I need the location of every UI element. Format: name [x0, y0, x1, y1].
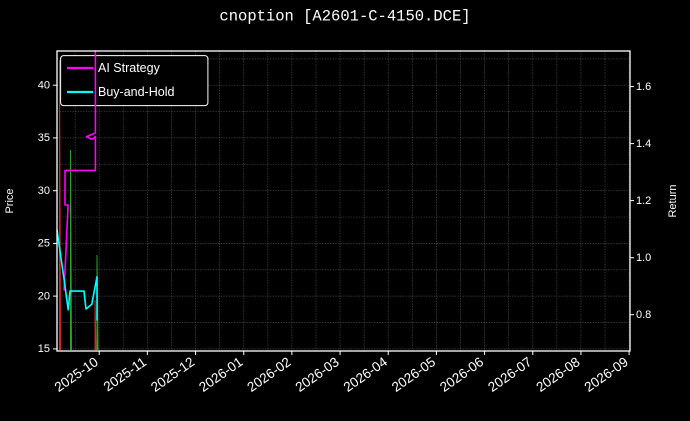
svg-text:35: 35 — [38, 132, 50, 144]
svg-text:cnoption [A2601-C-4150.DCE]: cnoption [A2601-C-4150.DCE] — [219, 8, 470, 26]
svg-text:1.4: 1.4 — [636, 138, 651, 150]
svg-text:Price: Price — [4, 188, 16, 213]
svg-text:1.6: 1.6 — [636, 81, 651, 93]
svg-text:40: 40 — [38, 80, 50, 92]
svg-text:25: 25 — [38, 238, 50, 250]
svg-text:20: 20 — [38, 290, 50, 302]
svg-text:0.8: 0.8 — [636, 309, 651, 321]
svg-text:1.0: 1.0 — [636, 252, 651, 264]
svg-text:Buy-and-Hold: Buy-and-Hold — [98, 85, 174, 99]
svg-text:AI Strategy: AI Strategy — [98, 61, 161, 75]
svg-text:15: 15 — [38, 343, 50, 355]
svg-text:1.2: 1.2 — [636, 195, 651, 207]
svg-text:30: 30 — [38, 185, 50, 197]
svg-text:Return: Return — [667, 184, 679, 217]
